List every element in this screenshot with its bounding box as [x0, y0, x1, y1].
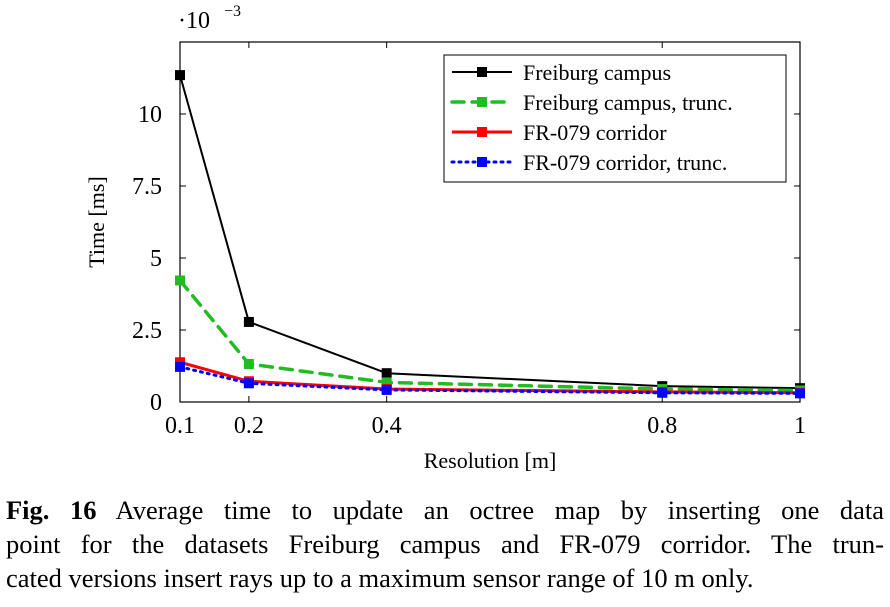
series-1-point — [243, 316, 254, 327]
legend-label-2: Freiburg campus, trunc. — [523, 90, 733, 115]
series-4-point — [657, 387, 668, 398]
legend-label-4: FR-079 corridor, trunc. — [523, 150, 727, 175]
series-2-point — [243, 358, 254, 369]
y-tick-label: 7.5 — [132, 174, 162, 200]
legend-marker-4 — [477, 157, 487, 167]
series-4-point — [381, 384, 392, 395]
series-2-point — [175, 275, 185, 286]
y-axis-exponent-power: −3 — [224, 3, 241, 20]
figure-caption: Fig. 16 Average time to update an octree… — [6, 493, 884, 595]
legend-label-3: FR-079 corridor — [523, 120, 667, 145]
x-axis-label: Resolution [m] — [424, 448, 557, 473]
series-2-point — [381, 377, 392, 388]
legend-marker-1 — [477, 67, 487, 77]
plot-area-frame — [179, 41, 801, 403]
x-tick-label: 0.1 — [165, 413, 195, 439]
y-tick-label: 0 — [150, 390, 162, 416]
caption-line-1: Average time to update an octree map by … — [115, 495, 884, 525]
series-2-line — [178, 278, 802, 393]
series-4-point — [795, 388, 805, 399]
series-4-point — [175, 361, 185, 372]
x-tick-label: 0.4 — [372, 413, 402, 439]
y-tick-label: 10 — [138, 102, 162, 128]
y-tick-label: 2.5 — [132, 318, 162, 344]
y-tick-label: 5 — [150, 246, 162, 272]
legend-marker-2 — [477, 97, 487, 107]
series-1-point — [381, 368, 392, 379]
series-1-point — [175, 70, 185, 81]
x-tick-label: 0.8 — [647, 413, 677, 439]
legend-box — [443, 54, 787, 183]
caption-label: Fig. 16 — [6, 495, 97, 525]
caption-line-3: cated versions insert rays up to a maxim… — [6, 563, 754, 593]
x-tick-label: 1 — [794, 413, 806, 439]
legend-marker-3 — [477, 127, 487, 137]
x-tick-label: 0.2 — [234, 413, 264, 439]
y-axis-exponent: ·10 — [178, 8, 210, 34]
caption-line-2: point for the datasets Freiburg campus a… — [6, 529, 884, 559]
series-4-point — [243, 378, 254, 389]
legend-label-1: Freiburg campus — [523, 60, 671, 85]
y-axis-label: Time [ms] — [84, 176, 109, 267]
